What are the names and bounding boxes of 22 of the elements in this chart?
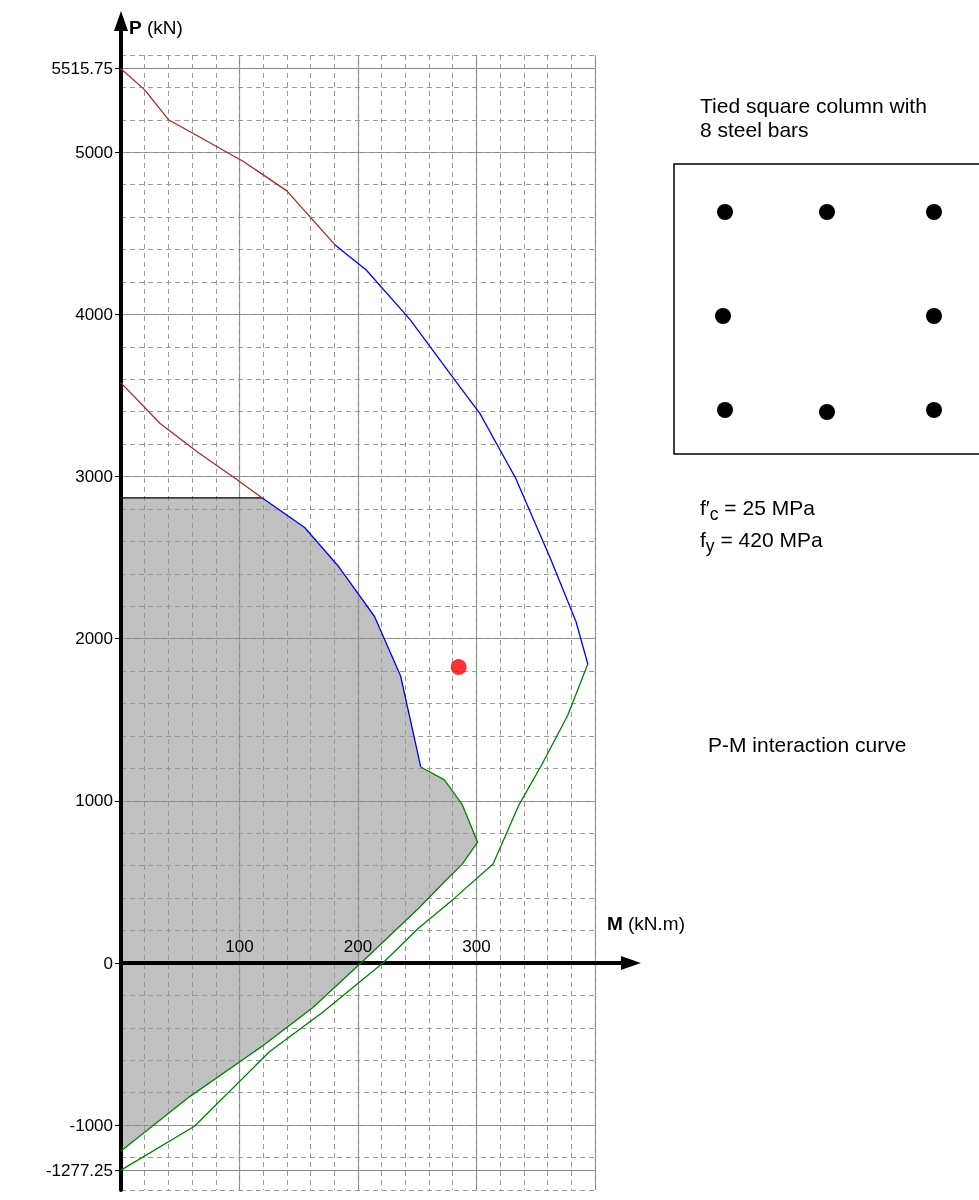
line-series	[120, 68, 337, 247]
text: Tied square column with 8 steel bars	[700, 94, 928, 142]
x-tick-label: 100	[225, 937, 254, 956]
line-series	[334, 244, 589, 665]
x-axis-title: M (kN.m)	[606, 913, 686, 934]
y-tick-label: 2000	[75, 629, 113, 649]
y-tick-label: -1277.25	[45, 1160, 113, 1180]
y-tick-label: 3000	[75, 467, 113, 487]
text: f$_{y}$ = 420 MPa	[700, 528, 823, 558]
line-series	[120, 663, 589, 1171]
line-series	[120, 382, 263, 499]
y-tick-label: 1000	[75, 791, 113, 811]
y-axis-title: P (kN)	[129, 17, 183, 38]
y-tick-label: 5000	[75, 142, 113, 162]
x-tick-label: 300	[462, 937, 491, 956]
text: P-M interaction curve	[708, 733, 908, 757]
text: f′$_{c}$ = 25 MPa	[700, 496, 815, 526]
y-tick-label: 0	[103, 953, 113, 973]
x-tick-label: 200	[343, 937, 373, 956]
y-tick-label: 4000	[75, 304, 113, 324]
y-tick-label: -1000	[69, 1115, 113, 1135]
y-tick-label: 5515.75	[51, 59, 113, 79]
